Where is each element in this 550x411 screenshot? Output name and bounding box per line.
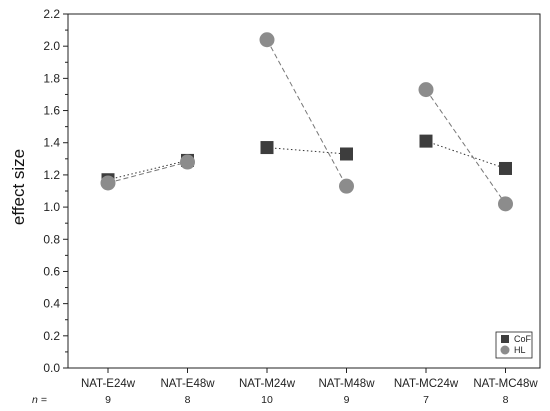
legend-label-hl: HL (514, 345, 526, 355)
y-tick-label: 1.2 (43, 168, 60, 182)
y-tick-label: 2.0 (43, 39, 60, 53)
data-point-hl (259, 32, 275, 48)
series-connector-cof (107, 159, 188, 181)
y-axis-label: effect size (9, 149, 28, 225)
data-point-cof (419, 134, 433, 148)
x-category-label: NAT-M48w (318, 378, 375, 390)
legend-label-cof: CoF (514, 334, 532, 344)
legend-marker-cof (501, 335, 509, 343)
y-tick-label: 0.8 (43, 232, 60, 246)
y-tick-label: 0.4 (43, 297, 60, 311)
y-tick-label: 2.2 (43, 7, 60, 21)
data-point-cof (499, 161, 512, 175)
x-category-label: NAT-E24w (81, 378, 136, 390)
data-point-hl (180, 154, 195, 170)
n-value-label: 7 (423, 394, 429, 406)
x-category-label: NAT-MC48w (473, 378, 538, 390)
data-point-hl (498, 196, 513, 212)
legend-marker-hl (500, 345, 510, 355)
n-value-label: 10 (261, 394, 273, 406)
series-connector-hl (266, 39, 347, 187)
series-connector-cof (266, 147, 347, 155)
n-value-label: 9 (105, 394, 111, 406)
y-tick-label: 1.6 (43, 104, 60, 118)
y-tick-label: 0.6 (43, 264, 60, 278)
x-category-label: NAT-M24w (239, 378, 296, 390)
y-tick-label: 0.0 (43, 361, 60, 375)
plot-frame (67, 13, 541, 369)
data-point-cof (260, 141, 274, 155)
data-point-hl (339, 178, 354, 194)
series-connector-hl (107, 161, 188, 184)
data-point-hl (418, 82, 434, 98)
y-tick-label: 1.4 (43, 136, 60, 150)
y-tick-label: 1.8 (43, 71, 60, 85)
x-category-label: NAT-E48w (160, 378, 215, 390)
n-value-label: 8 (503, 394, 509, 406)
x-category-label: NAT-MC24w (394, 378, 459, 390)
y-tick-label: 1.0 (43, 200, 60, 214)
series-connector-hl (425, 89, 506, 205)
n-value-label: 9 (344, 394, 350, 406)
y-tick-label: 0.2 (43, 329, 60, 343)
data-point-cof (340, 147, 353, 161)
data-point-hl (100, 175, 116, 191)
n-value-label: 8 (185, 394, 191, 406)
series-connector-cof (425, 140, 506, 169)
n-prefix-label: n = (32, 394, 47, 406)
